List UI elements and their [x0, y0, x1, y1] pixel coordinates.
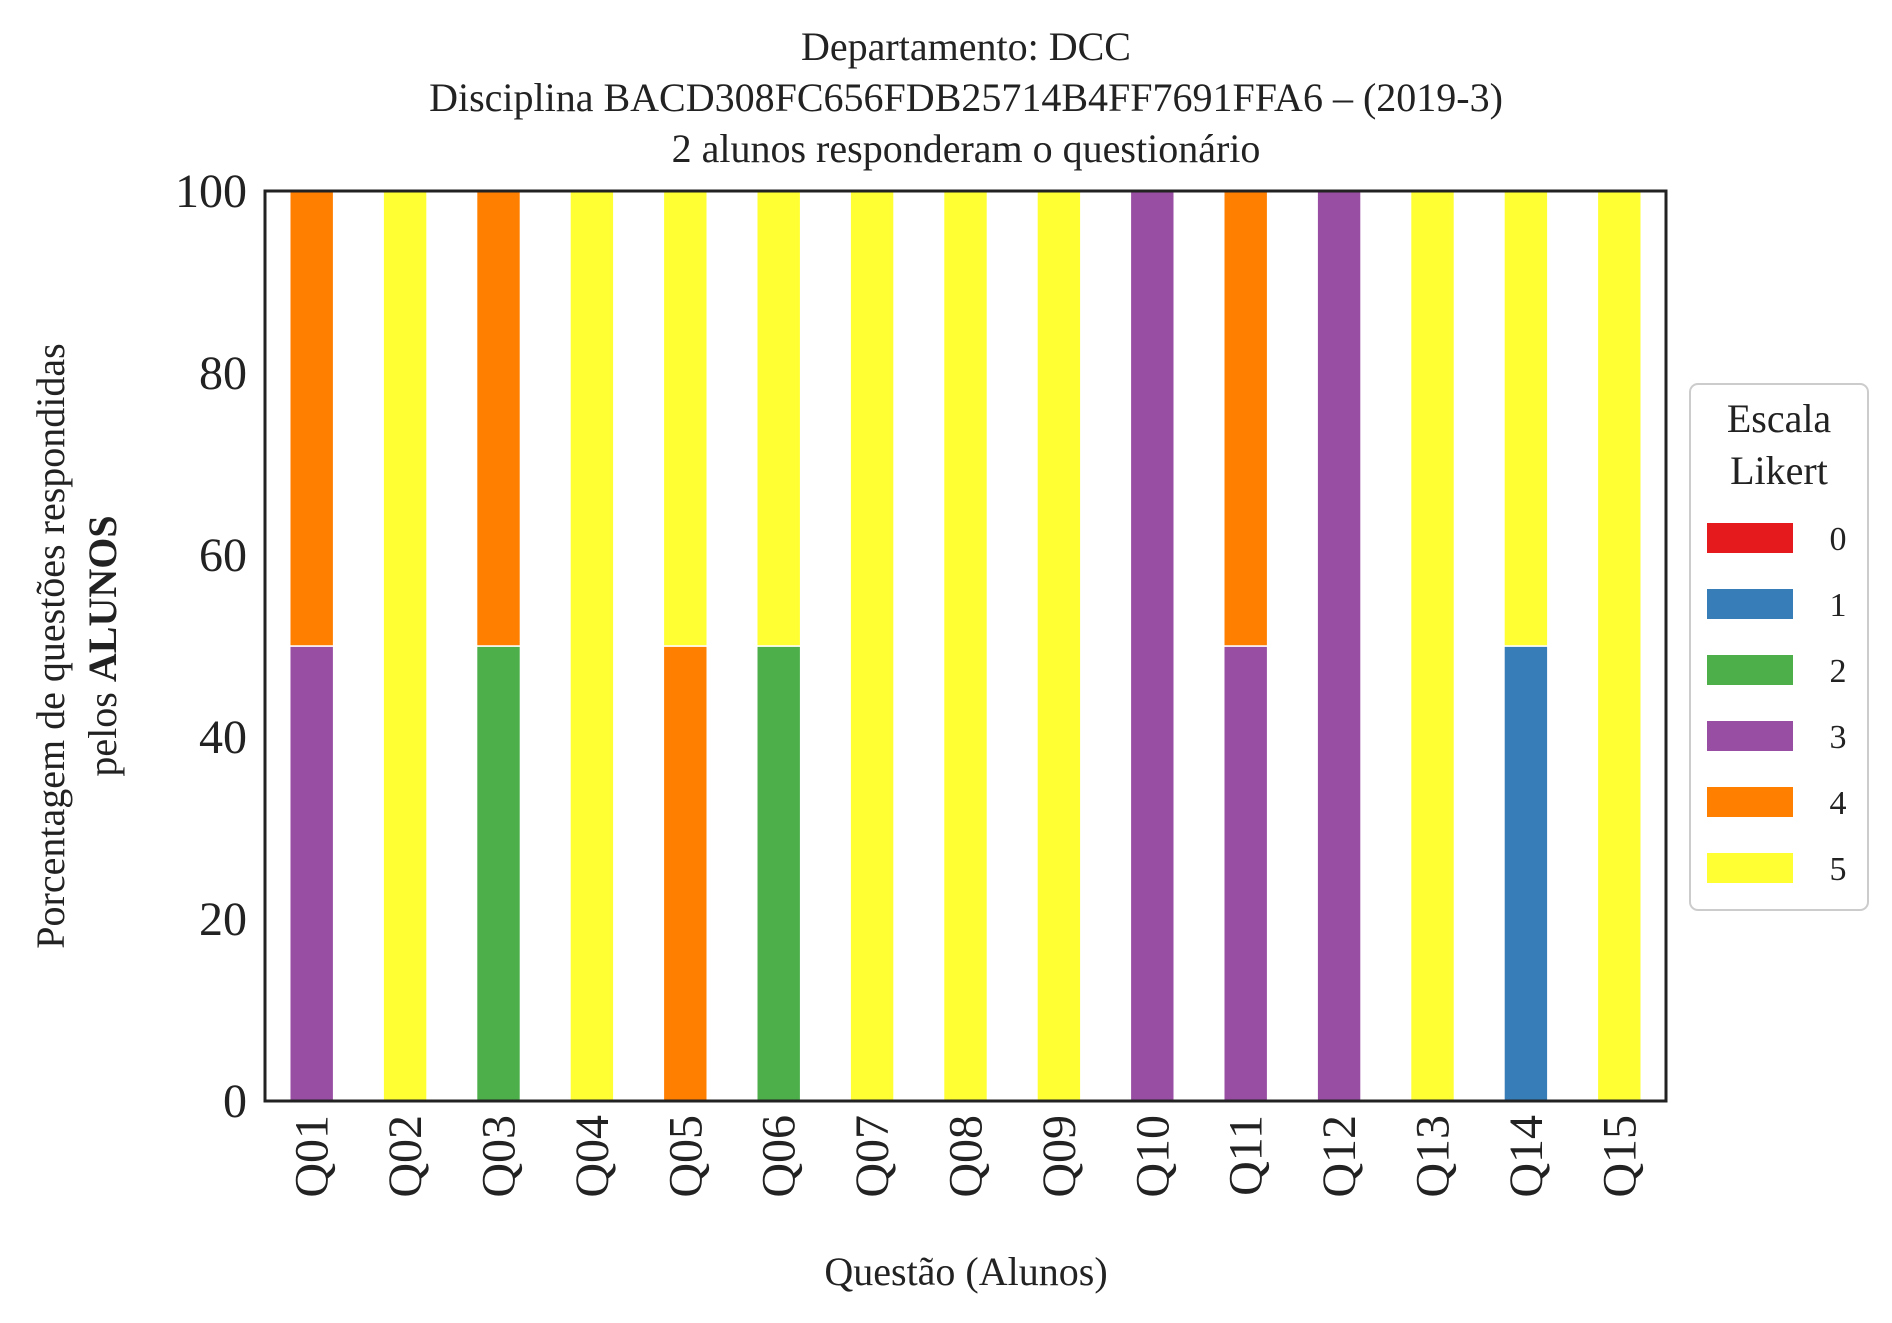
legend-swatch-5 — [1707, 853, 1793, 883]
legend-swatch-1 — [1707, 589, 1793, 619]
x-tick-label: Q05 — [659, 1115, 712, 1198]
bar-q01-level-4 — [289, 190, 335, 647]
bar-q07-level-5 — [849, 190, 895, 1102]
x-tick-label: Q03 — [473, 1115, 526, 1198]
x-tick-label: Q01 — [286, 1115, 339, 1198]
bar-q06-level-2 — [756, 645, 802, 1102]
bar-q01-level-3 — [289, 645, 335, 1102]
bar-q03-level-2 — [475, 645, 522, 1102]
chart-title: Departamento: DCC Disciplina BACD308FC65… — [429, 24, 1503, 171]
x-tick-label: Q12 — [1313, 1115, 1366, 1198]
y-tick-label: 100 — [175, 165, 247, 218]
bar-q09-level-5 — [1036, 190, 1082, 1102]
legend-items: 0 1 2 3 4 5 — [1707, 521, 1847, 888]
x-axis-label: Questão (Alunos) — [824, 1249, 1107, 1294]
legend-label-4: 4 — [1830, 785, 1847, 822]
x-tick-label: Q13 — [1407, 1115, 1460, 1198]
bar-q05-level-4 — [662, 645, 708, 1102]
x-tick-label: Q09 — [1033, 1115, 1086, 1198]
bar-q14-level-5 — [1503, 190, 1549, 647]
bar-q03-level-4 — [475, 190, 522, 647]
x-tick-label: Q06 — [753, 1115, 806, 1198]
bar-q10-level-3 — [1129, 190, 1175, 1102]
y-tick-label: 40 — [199, 711, 247, 764]
legend-box — [1689, 383, 1869, 911]
x-tick-label: Q04 — [566, 1115, 619, 1198]
title-line-3: 2 alunos responderam o questionário — [672, 126, 1261, 171]
y-tick-label: 80 — [199, 347, 247, 400]
bar-q12-level-3 — [1316, 190, 1362, 1102]
y-axis-label-prefix: pelos — [80, 682, 125, 776]
y-axis-label-line-1: Porcentagem de questões respondidas — [28, 343, 73, 948]
y-tick-label: 60 — [199, 529, 247, 582]
legend-label-1: 1 — [1830, 587, 1847, 624]
legend-swatch-0 — [1707, 523, 1793, 553]
x-axis-ticks: Q01 Q02 Q03 Q04 Q05 Q06 Q07 Q08 Q09 Q10 Q11 Q12 Q13 Q… — [286, 1115, 1647, 1198]
y-axis-label-bold: ALUNOS — [80, 515, 125, 682]
y-axis-label: Porcentagem de questões respondidas pelo… — [28, 343, 125, 948]
legend-swatch-4 — [1707, 787, 1793, 817]
bar-q02-level-5 — [382, 190, 428, 1102]
x-tick-label: Q07 — [846, 1115, 899, 1198]
bar-q11-level-3 — [1223, 645, 1269, 1102]
y-tick-label: 20 — [199, 893, 247, 946]
legend-swatch-3 — [1707, 721, 1793, 751]
bar-q05-level-5 — [662, 190, 708, 647]
legend: Escala Likert 0 1 2 3 4 5 — [1689, 383, 1869, 911]
y-axis-ticks: 0 20 40 60 80 100 — [175, 165, 247, 1128]
x-tick-label: Q14 — [1500, 1115, 1553, 1198]
bar-q14-level-1 — [1503, 645, 1549, 1102]
legend-label-5: 5 — [1830, 851, 1847, 888]
legend-title-line-2: Likert — [1730, 448, 1828, 493]
y-tick-label: 0 — [223, 1075, 247, 1128]
legend-label-2: 2 — [1830, 653, 1847, 690]
bar-q08-level-5 — [942, 190, 989, 1102]
title-line-2: Disciplina BACD308FC656FDB25714B4FF7691F… — [429, 75, 1503, 120]
bars-group — [289, 190, 1642, 1102]
x-tick-label: Q10 — [1126, 1115, 1179, 1198]
legend-swatch-2 — [1707, 655, 1793, 685]
x-tick-label: Q11 — [1220, 1115, 1273, 1196]
bar-q13-level-5 — [1409, 190, 1456, 1102]
bar-q11-level-4 — [1223, 190, 1269, 647]
bar-q04-level-5 — [569, 190, 615, 1102]
legend-label-3: 3 — [1830, 719, 1847, 756]
legend-title-line-1: Escala — [1727, 396, 1832, 441]
x-tick-label: Q08 — [940, 1115, 993, 1198]
bar-q15-level-5 — [1596, 190, 1642, 1102]
plot-frame — [263, 189, 1668, 1103]
legend-label-0: 0 — [1830, 521, 1847, 558]
title-line-1: Departamento: DCC — [801, 24, 1131, 69]
y-axis-label-line-2: pelos ALUNOS — [80, 515, 125, 776]
bar-q06-level-5 — [756, 190, 802, 647]
x-tick-label: Q15 — [1593, 1115, 1646, 1198]
x-tick-label: Q02 — [379, 1115, 432, 1198]
